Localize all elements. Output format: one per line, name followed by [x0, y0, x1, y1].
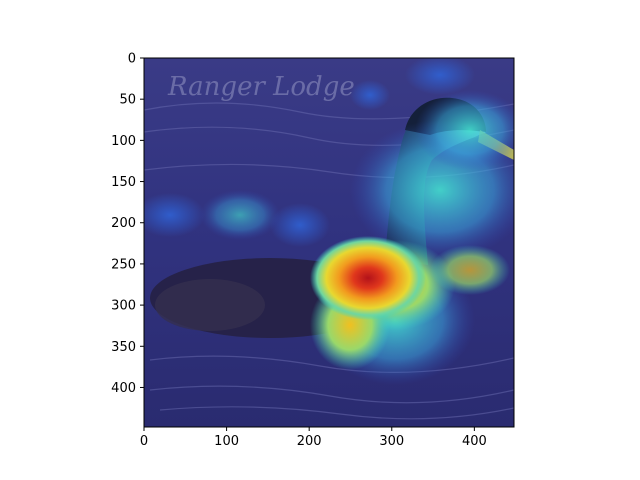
watermark-text: Ranger Lodge	[167, 72, 355, 102]
y-tick-label: 100	[111, 134, 136, 149]
x-tick-label: 400	[462, 434, 487, 449]
x-tick-label: 200	[297, 434, 322, 449]
y-tick-label: 400	[111, 381, 136, 396]
y-tick-label: 150	[111, 175, 136, 190]
y-axis: 0 50 100 150 200 250 300 350 400	[111, 52, 144, 396]
x-tick-label: 0	[140, 434, 148, 449]
y-tick-label: 0	[128, 52, 136, 67]
y-tick-label: 350	[111, 340, 136, 355]
y-tick-label: 250	[111, 257, 136, 272]
x-tick-label: 100	[214, 434, 239, 449]
y-tick-label: 300	[111, 299, 136, 314]
y-tick-label: 50	[119, 93, 136, 108]
x-axis: 0 100 200 300 400	[140, 427, 487, 449]
x-tick-label: 300	[379, 434, 404, 449]
y-tick-label: 200	[111, 216, 136, 231]
heatmap-image: Ranger Lodge	[135, 55, 530, 427]
